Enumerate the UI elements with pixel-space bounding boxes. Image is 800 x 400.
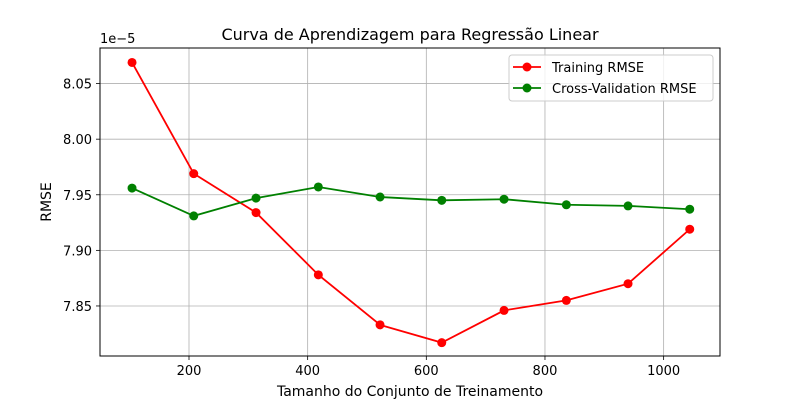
data-point-training bbox=[127, 57, 137, 67]
legend: Training RMSE Cross-Validation RMSE bbox=[508, 54, 714, 102]
legend-label-cross-validation: Cross-Validation RMSE bbox=[552, 82, 697, 97]
data-point-training bbox=[313, 270, 323, 280]
x-tick-label: 200 bbox=[177, 364, 202, 379]
data-point-cross-validation bbox=[499, 194, 509, 204]
series-training bbox=[127, 57, 695, 348]
y-tick-label: 7.95 bbox=[63, 189, 92, 204]
x-tick-label: 800 bbox=[533, 364, 558, 379]
data-point-training bbox=[437, 338, 447, 348]
legend-entry-training: Training RMSE bbox=[513, 61, 644, 76]
data-point-training bbox=[623, 279, 633, 289]
data-point-cross-validation bbox=[561, 200, 571, 210]
series-line-cross-validation bbox=[131, 186, 690, 217]
y-tick-label: 8.05 bbox=[63, 78, 92, 93]
x-tick-label: 400 bbox=[295, 364, 320, 379]
legend-marker-cross-validation bbox=[522, 83, 532, 93]
data-point-cross-validation bbox=[685, 204, 695, 214]
series-cross-validation bbox=[127, 182, 695, 221]
data-point-training bbox=[251, 208, 261, 218]
data-point-training bbox=[375, 320, 385, 330]
y-tick-label: 8.00 bbox=[63, 133, 92, 148]
x-tick-label: 1000 bbox=[647, 364, 680, 379]
data-point-training bbox=[499, 305, 509, 315]
chart-title: Curva de Aprendizagem para Regressão Lin… bbox=[221, 25, 599, 44]
legend-frame bbox=[508, 54, 714, 102]
axis-ticks: 200 400 600 800 1000 7.85 7.90 7.95 8.00 8.05 bbox=[63, 78, 680, 379]
x-tick-label: 600 bbox=[414, 364, 439, 379]
y-axis-label: RMSE bbox=[39, 182, 55, 222]
data-point-cross-validation bbox=[313, 182, 323, 192]
series-line-training bbox=[131, 62, 691, 344]
data-point-training bbox=[561, 295, 571, 305]
y-tick-label: 7.90 bbox=[63, 244, 92, 259]
legend-label-training: Training RMSE bbox=[551, 61, 644, 76]
y-axis-offset-label: 1e−5 bbox=[100, 32, 135, 47]
data-point-cross-validation bbox=[623, 201, 633, 211]
legend-entry-cross-validation: Cross-Validation RMSE bbox=[513, 82, 697, 97]
data-point-cross-validation bbox=[375, 192, 385, 202]
data-point-cross-validation bbox=[437, 195, 447, 205]
data-point-training bbox=[189, 169, 199, 179]
plot-area-frame bbox=[99, 47, 721, 357]
data-point-cross-validation bbox=[127, 183, 137, 193]
x-axis-label: Tamanho do Conjunto de Treinamento bbox=[276, 384, 543, 400]
legend-marker-training bbox=[522, 62, 532, 72]
data-point-training bbox=[685, 224, 695, 234]
series-layer bbox=[127, 57, 695, 348]
data-point-cross-validation bbox=[251, 193, 261, 203]
data-point-cross-validation bbox=[189, 211, 199, 221]
y-tick-label: 7.85 bbox=[63, 300, 92, 315]
